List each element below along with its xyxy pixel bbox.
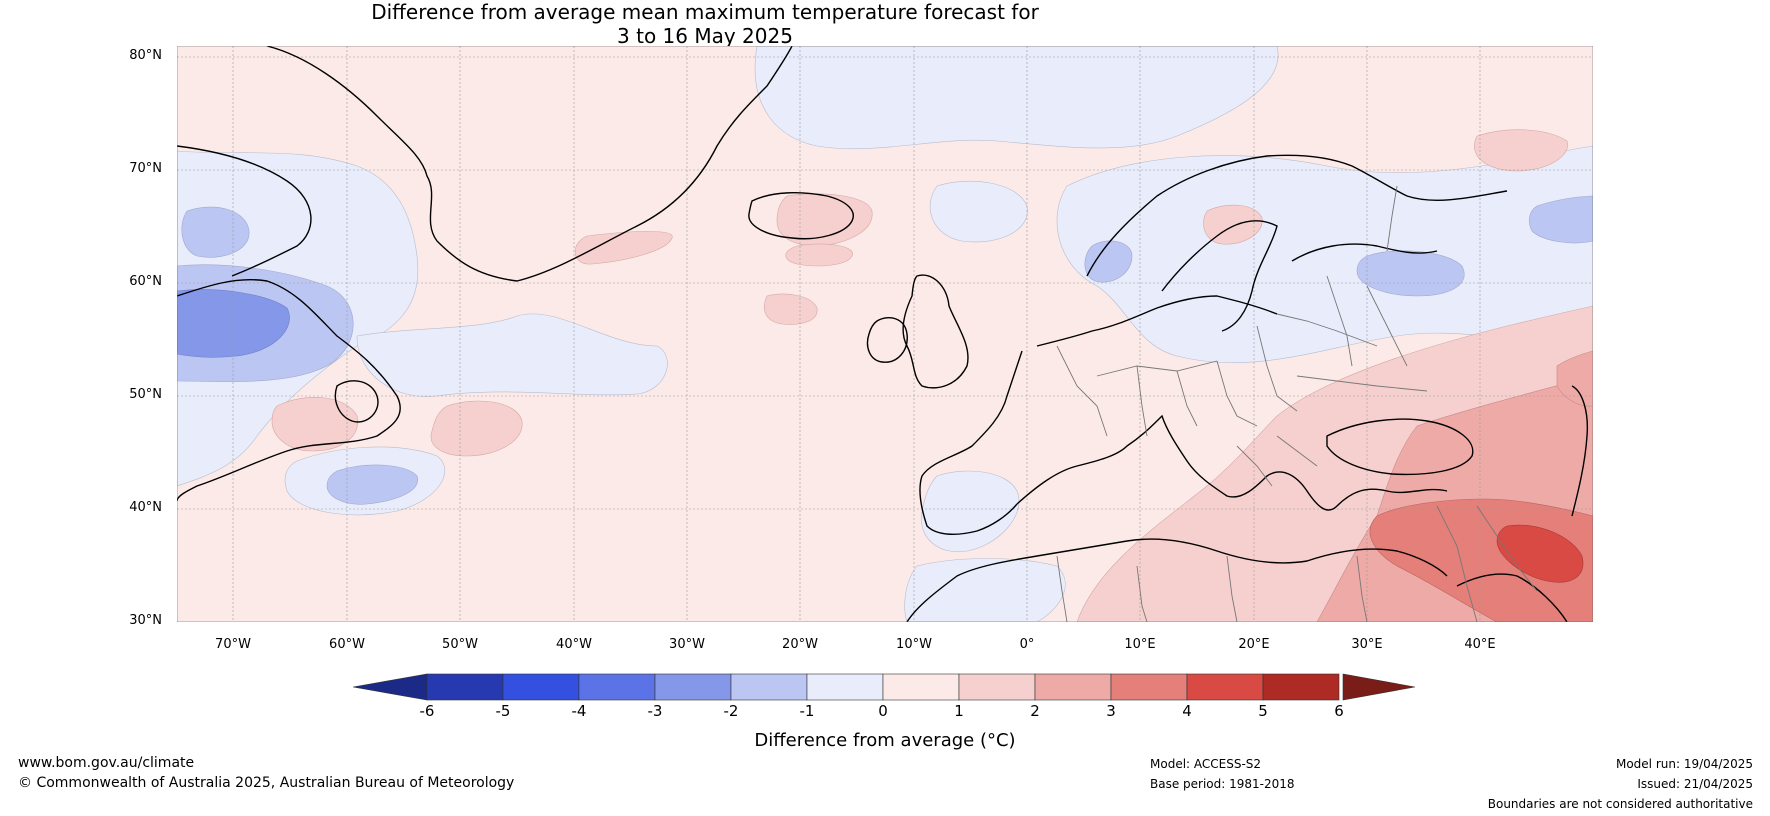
colorbar-segment [1186,673,1264,701]
footer-copyright: © Commonwealth of Australia 2025, Austra… [18,775,515,791]
lon-label-50w: 50°W [442,637,478,652]
colorbar-tick-label: 2 [1030,702,1040,720]
colorbar-segment [958,673,1036,701]
colorbar-segment [502,673,580,701]
colorbar-tick-label: 6 [1334,702,1344,720]
lon-label-0: 0° [1019,637,1035,652]
map-canvas [177,46,1593,622]
footer-model-run: Model run: 19/04/2025 [1615,757,1753,771]
footer-model: Model: ACCESS-S2 [1150,757,1262,771]
anomaly-region-cool-scandinavia [1056,145,1593,364]
colorbar-tick-label: 5 [1258,702,1268,720]
colorbar-tick-label: -2 [723,702,739,720]
colorbar-tick-label: -5 [495,702,511,720]
coastline-norway [1086,154,1508,277]
colorbar-segment [654,673,732,701]
coastline-britain [902,274,969,389]
footer-issued: Issued: 21/04/2025 [1637,777,1753,791]
colorbar-segment [730,673,808,701]
colorbar-title: Difference from average (°C) [754,730,1016,751]
colorbar-tick-label: -4 [571,702,587,720]
anomaly-region-cool2-baffin [181,206,250,258]
coastline-north-africa [906,538,1448,622]
anomaly-region-cool-north-africa [904,558,1066,622]
lon-label-10w: 10°W [896,637,932,652]
colorbar-tick-label: 3 [1106,702,1116,720]
coastline-arabia [1456,573,1568,622]
anomaly-region-warm-iceland-south [785,243,853,267]
anomaly-region-cool-atlantic [356,313,668,397]
colorbar-under-arrow [352,673,428,701]
colorbar-tick-label: 4 [1182,702,1192,720]
anomaly-region-warm-ocean [763,293,818,325]
lon-label-20w: 20°W [782,637,818,652]
colorbar-tick-label: 0 [878,702,888,720]
colorbar-tick-label: -6 [419,702,435,720]
coastline-newfoundland [334,380,379,423]
anomaly-region-cool2-russia [1528,195,1593,244]
anomaly-region-warm-barents [1474,129,1568,172]
coastline-ireland [866,317,908,363]
anomaly-region-cool-iberia-west [920,470,1020,553]
lat-label-30n: 30°N [129,613,162,628]
lon-label-10e: 10°E [1124,637,1156,652]
colorbar-segment [1262,673,1340,701]
colorbar-tick-label: -1 [799,702,815,720]
colorbar-segment [882,673,960,701]
footer-base-period: Base period: 1981-2018 [1150,777,1295,791]
forecast-map [177,46,1593,622]
coastline-caspian [1571,385,1589,517]
coastline-labrador [177,278,401,502]
lon-label-30w: 30°W [669,637,705,652]
colorbar: -6 -5 -4 -3 -2 -1 0 1 2 3 4 5 6 Difference from aver… [352,672,1423,751]
title-line-1: Difference from average mean maximum tem… [371,0,1039,24]
lon-label-40w: 40°W [556,637,592,652]
coastline-greenland [266,46,793,282]
colorbar-svg [352,673,1416,701]
anomaly-region-warm-azores [430,400,523,457]
coastline-europe-west [1036,295,1278,347]
gridlines [177,46,1593,622]
country-borders [1056,185,1538,622]
colorbar-over-arrow [1342,673,1416,701]
coastline-baffin-island [177,145,312,277]
coastline-finland [1291,243,1438,262]
colorbar-segment [426,673,504,701]
lon-label-30e: 30°E [1351,637,1383,652]
colorbar-tick-label: 1 [954,702,964,720]
lat-label-40n: 40°N [129,500,162,515]
colorbar-segment [1034,673,1112,701]
coastline-black-sea [1326,418,1474,476]
anomaly-region-cool-north [754,46,1279,150]
lat-label-50n: 50°N [129,387,162,402]
anomaly-region-cool2-norway [1084,240,1133,283]
title-line-2: 3 to 16 May 2025 [617,24,793,48]
anomaly-region-warm2-caspian [1556,350,1593,407]
map-title: Difference from average mean maximum tem… [0,0,1410,48]
colorbar-segment [1110,673,1188,701]
footer-disclaimer: Boundaries are not considered authoritat… [1487,797,1753,811]
coastline-france-iberia [919,350,1023,535]
anomaly-region-warm-newfoundland [271,396,359,452]
colorbar-tick-label: -3 [647,702,663,720]
footer-website: www.bom.gov.au/climate [18,755,195,771]
anomaly-region-cool2-ocean [326,464,418,505]
lon-label-20e: 20°E [1238,637,1270,652]
anomaly-region-cool-norwegian [929,180,1028,243]
colorbar-segment [806,673,884,701]
lat-label-70n: 70°N [129,161,162,176]
coastlines [177,46,1589,622]
lat-label-80n: 80°N [129,48,162,63]
colorbar-segment [578,673,656,701]
lon-label-60w: 60°W [329,637,365,652]
coastline-iceland [748,192,854,240]
lon-label-70w: 70°W [215,637,251,652]
lat-label-60n: 60°N [129,274,162,289]
lon-label-40e: 40°E [1464,637,1496,652]
coastline-mediterranean-north [1016,414,1448,511]
